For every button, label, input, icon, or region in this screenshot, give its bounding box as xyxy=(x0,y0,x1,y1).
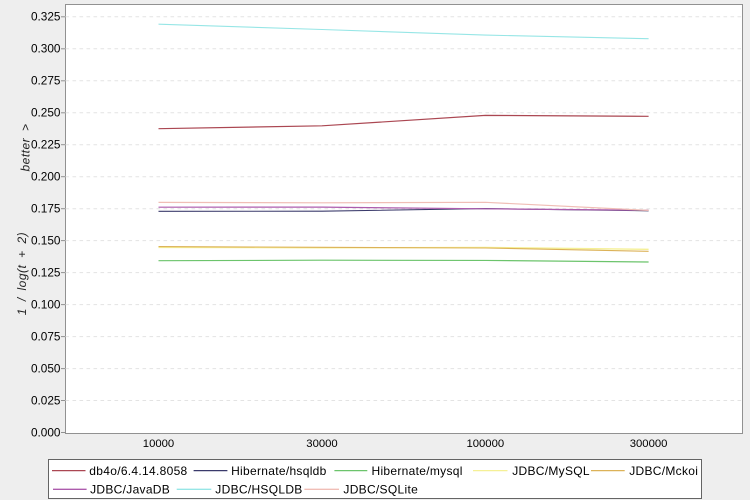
svg-text:0.250: 0.250 xyxy=(31,106,61,120)
svg-text:0.225: 0.225 xyxy=(31,138,61,152)
svg-text:300000: 300000 xyxy=(630,438,668,450)
svg-text:db4o/6.4.14.8058: db4o/6.4.14.8058 xyxy=(89,464,187,478)
svg-text:10000: 10000 xyxy=(143,438,174,450)
svg-text:1 / log(t + 2): 1 / log(t + 2) xyxy=(15,232,29,315)
svg-text:0.025: 0.025 xyxy=(31,393,61,407)
svg-text:100000: 100000 xyxy=(466,438,504,450)
svg-text:0.000: 0.000 xyxy=(31,425,61,439)
svg-text:0.100: 0.100 xyxy=(31,298,61,312)
svg-text:JDBC/JavaDB: JDBC/JavaDB xyxy=(90,483,170,497)
svg-text:0.275: 0.275 xyxy=(31,74,61,88)
svg-text:Hibernate/hsqldb: Hibernate/hsqldb xyxy=(231,464,327,478)
svg-text:JDBC/SQLite: JDBC/SQLite xyxy=(343,483,418,497)
svg-text:0.325: 0.325 xyxy=(31,10,61,24)
svg-text:Hibernate/mysql: Hibernate/mysql xyxy=(372,464,463,478)
svg-text:JDBC/MySQL: JDBC/MySQL xyxy=(512,464,590,478)
svg-text:0.175: 0.175 xyxy=(31,202,61,216)
svg-text:JDBC/Mckoi: JDBC/Mckoi xyxy=(629,464,698,478)
svg-text:0.300: 0.300 xyxy=(31,42,61,56)
svg-text:better >: better > xyxy=(19,123,33,171)
svg-text:30000: 30000 xyxy=(306,438,337,450)
svg-text:0.150: 0.150 xyxy=(31,234,61,248)
svg-text:0.200: 0.200 xyxy=(31,170,61,184)
svg-text:0.125: 0.125 xyxy=(31,266,61,280)
svg-text:0.075: 0.075 xyxy=(31,330,61,344)
svg-text:JDBC/HSQLDB: JDBC/HSQLDB xyxy=(215,483,302,497)
svg-text:0.050: 0.050 xyxy=(31,361,61,375)
